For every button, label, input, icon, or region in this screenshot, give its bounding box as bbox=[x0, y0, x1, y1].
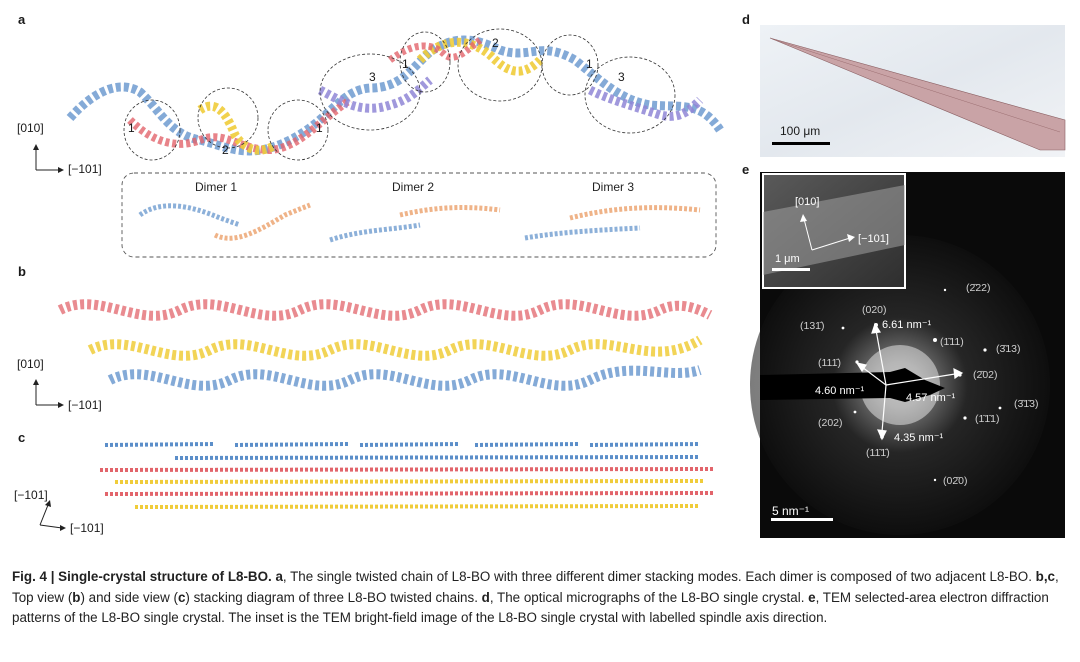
spacing-label: 4.57 nm⁻¹ bbox=[906, 392, 956, 404]
dimer-marker: 1 bbox=[316, 121, 323, 135]
caption-a-text: , The single twisted chain of L8-BO with… bbox=[282, 569, 1032, 584]
panel-label-d: d bbox=[742, 12, 750, 27]
panel-a-axis-x: [−101] bbox=[68, 162, 102, 176]
panel-b-axis-x: [−101] bbox=[68, 398, 102, 412]
caption-fig-title: Fig. 4 | Single-crystal structure of L8-… bbox=[12, 569, 272, 584]
panel-label-c: c bbox=[18, 430, 26, 445]
miller-index: (11̄1̄) bbox=[866, 447, 890, 459]
caption-e-label: e bbox=[808, 589, 816, 605]
miller-index: (1̄11) bbox=[940, 336, 964, 348]
caption-c-ref: c bbox=[177, 589, 186, 605]
miller-index: (131̄) bbox=[800, 320, 825, 332]
miller-index: (02̄0) bbox=[943, 475, 968, 487]
spacing-label: 4.35 nm⁻¹ bbox=[894, 432, 944, 444]
panel-d-micrograph bbox=[760, 25, 1066, 157]
miller-index: (2̄02) bbox=[973, 369, 998, 381]
panel-e-saed bbox=[750, 172, 1065, 538]
dimer-marker: 3 bbox=[369, 70, 376, 84]
inset-axis-y: [010] bbox=[795, 196, 820, 208]
miller-index: (1̄1̄1) bbox=[975, 413, 1000, 425]
panel-e-scale-label: 5 nm⁻¹ bbox=[772, 504, 810, 518]
panel-b-lattice bbox=[33, 299, 713, 408]
dimer-1-title: Dimer 1 bbox=[195, 180, 238, 194]
caption-b-ref: b bbox=[72, 589, 81, 605]
panel-label-a: a bbox=[18, 12, 26, 27]
spacing-label: 6.61 nm⁻¹ bbox=[882, 319, 932, 331]
panel-c-axis-x: [−101] bbox=[70, 521, 104, 535]
panel-d-scale-label: 100 μm bbox=[780, 124, 821, 138]
inset-axis-x: [−101] bbox=[858, 233, 889, 245]
caption-a-label: a bbox=[275, 569, 283, 584]
miller-index: (202) bbox=[818, 417, 843, 429]
panel-c-axis-y: [−101] bbox=[14, 488, 48, 502]
miller-index: (111̄) bbox=[818, 357, 841, 369]
miller-index: (2̄22) bbox=[966, 282, 991, 294]
dimer-marker: 1 bbox=[128, 121, 135, 135]
spacing-label: 4.60 nm⁻¹ bbox=[815, 385, 865, 397]
caption-bc-label: b,c bbox=[1035, 569, 1056, 584]
panel-a-axis-y: [010] bbox=[17, 121, 44, 135]
panel-label-e: e bbox=[742, 162, 750, 177]
dimer-box bbox=[121, 172, 717, 258]
dimer-3-title: Dimer 3 bbox=[592, 180, 635, 194]
caption-d-label: d bbox=[481, 589, 490, 605]
dimer-marker: 2 bbox=[222, 143, 229, 157]
caption-bc-text-2: ) and side view ( bbox=[80, 589, 178, 605]
dimer-2-title: Dimer 2 bbox=[392, 180, 435, 194]
dimer-marker: 1 bbox=[402, 57, 409, 71]
panel-a-chain bbox=[33, 28, 724, 173]
dimer-marker: 3 bbox=[618, 70, 625, 84]
caption-e-text: , TEM selected-area electron diffraction… bbox=[12, 589, 1049, 626]
miller-index: (3̄1̄3) bbox=[1014, 398, 1039, 410]
caption-d-text: , The optical micrographs of the L8-BO s… bbox=[489, 589, 805, 605]
dimer-marker: 2 bbox=[492, 36, 499, 50]
inset-scale-label: 1 μm bbox=[775, 253, 800, 265]
miller-index: (3̄13) bbox=[996, 343, 1021, 355]
caption-bc-text-3: ) stacking diagram of three L8-BO twiste… bbox=[185, 589, 478, 605]
panel-label-b: b bbox=[18, 264, 26, 279]
figure-caption: Fig. 4 | Single-crystal structure of L8-… bbox=[12, 567, 1070, 629]
caption-bc-text-1: , Top view ( bbox=[12, 569, 1059, 605]
panel-c-stacks bbox=[39, 442, 716, 531]
miller-index: (020) bbox=[862, 304, 887, 316]
panel-b-axis-y: [010] bbox=[17, 357, 44, 371]
dimer-marker: 1 bbox=[586, 57, 593, 71]
